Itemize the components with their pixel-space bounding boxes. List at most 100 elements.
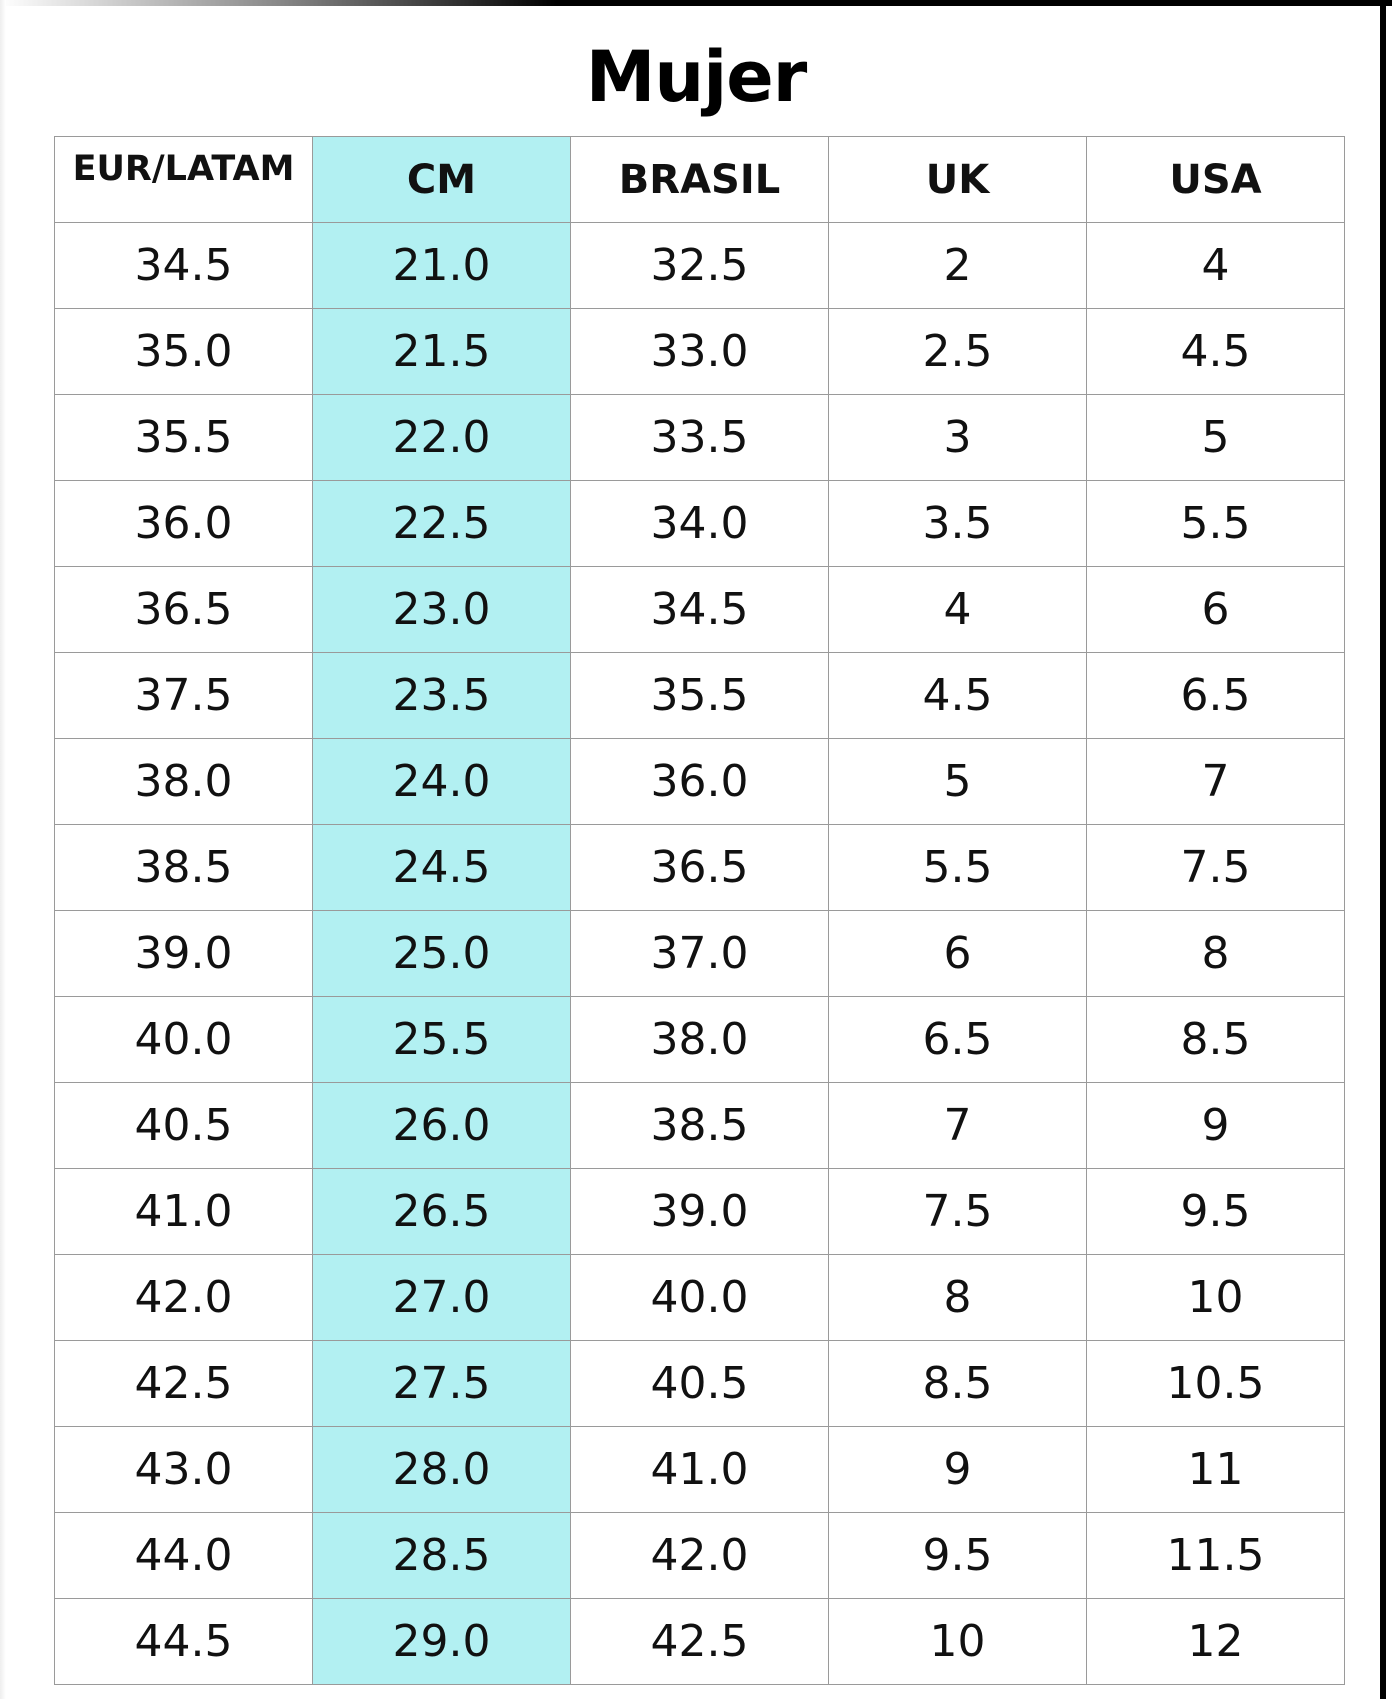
table-cell: 27.0	[312, 1254, 571, 1341]
table-cell: 42.0	[54, 1254, 313, 1341]
right-border	[1380, 0, 1386, 1699]
table-cell: 36.5	[570, 824, 829, 911]
table-row: 36.0 22.5 34.0 3.5 5.5	[54, 480, 1345, 567]
table-cell: 40.0	[570, 1254, 829, 1341]
table-cell: 38.0	[570, 996, 829, 1083]
header-row: EUR/LATAM CM BRASIL UK USA	[54, 136, 1345, 223]
table-cell: 27.5	[312, 1340, 571, 1427]
table-cell: 32.5	[570, 222, 829, 309]
table-cell: 40.5	[570, 1340, 829, 1427]
table-row: 41.0 26.5 39.0 7.5 9.5	[54, 1168, 1345, 1255]
table-cell: 6	[828, 910, 1087, 997]
table-cell: 22.5	[312, 480, 571, 567]
table-cell: 44.0	[54, 1512, 313, 1599]
table-cell: 5	[1086, 394, 1345, 481]
table-cell: 6	[1086, 566, 1345, 653]
column-header: BRASIL	[570, 136, 829, 223]
table-cell: 22.0	[312, 394, 571, 481]
table-cell: 10	[1086, 1254, 1345, 1341]
table-cell: 24.0	[312, 738, 571, 825]
table-cell: 3.5	[828, 480, 1087, 567]
table-cell: 8	[828, 1254, 1087, 1341]
table-row: 38.0 24.0 36.0 5 7	[54, 738, 1345, 825]
table-cell: 26.0	[312, 1082, 571, 1169]
table-row: 35.5 22.0 33.5 3 5	[54, 394, 1345, 481]
table-head: EUR/LATAM CM BRASIL UK USA	[54, 136, 1345, 223]
table-cell: 6.5	[1086, 652, 1345, 739]
table-cell: 35.5	[570, 652, 829, 739]
table-cell: 12	[1086, 1598, 1345, 1685]
table-cell: 11	[1086, 1426, 1345, 1513]
table-cell: 4	[1086, 222, 1345, 309]
table-row: 40.5 26.0 38.5 7 9	[54, 1082, 1345, 1169]
table-cell: 38.5	[54, 824, 313, 911]
table-row: 40.0 25.5 38.0 6.5 8.5	[54, 996, 1345, 1083]
table-cell: 39.0	[570, 1168, 829, 1255]
column-header: EUR/LATAM	[54, 136, 313, 223]
table-cell: 28.5	[312, 1512, 571, 1599]
table-cell: 29.0	[312, 1598, 571, 1685]
table-cell: 37.0	[570, 910, 829, 997]
table-cell: 23.0	[312, 566, 571, 653]
table-cell: 21.0	[312, 222, 571, 309]
table-cell: 34.0	[570, 480, 829, 567]
table-cell: 21.5	[312, 308, 571, 395]
table-cell: 38.0	[54, 738, 313, 825]
table-cell: 5.5	[1086, 480, 1345, 567]
table-cell: 34.5	[570, 566, 829, 653]
table-cell: 40.5	[54, 1082, 313, 1169]
table-cell: 33.0	[570, 308, 829, 395]
table-cell: 9.5	[828, 1512, 1087, 1599]
table-cell: 39.0	[54, 910, 313, 997]
table-row: 44.5 29.0 42.5 10 12	[54, 1598, 1345, 1685]
table-cell: 35.5	[54, 394, 313, 481]
table-cell: 3	[828, 394, 1087, 481]
table-cell: 44.5	[54, 1598, 313, 1685]
table-cell: 7.5	[828, 1168, 1087, 1255]
table-cell: 23.5	[312, 652, 571, 739]
table-cell: 4.5	[828, 652, 1087, 739]
table-cell: 7.5	[1086, 824, 1345, 911]
table-cell: 41.0	[570, 1426, 829, 1513]
table-cell: 38.5	[570, 1082, 829, 1169]
table-cell: 37.5	[54, 652, 313, 739]
table-cell: 8	[1086, 910, 1345, 997]
table-cell: 36.0	[54, 480, 313, 567]
column-header: CM	[312, 136, 571, 223]
table-cell: 42.0	[570, 1512, 829, 1599]
table-cell: 9.5	[1086, 1168, 1345, 1255]
table-row: 37.5 23.5 35.5 4.5 6.5	[54, 652, 1345, 739]
table-cell: 24.5	[312, 824, 571, 911]
table-cell: 34.5	[54, 222, 313, 309]
table-row: 39.0 25.0 37.0 6 8	[54, 910, 1345, 997]
title: Mujer	[585, 36, 807, 118]
table-row: 38.5 24.5 36.5 5.5 7.5	[54, 824, 1345, 911]
table-row: 34.5 21.0 32.5 2 4	[54, 222, 1345, 309]
table-row: 35.0 21.5 33.0 2.5 4.5	[54, 308, 1345, 395]
table-cell: 7	[828, 1082, 1087, 1169]
table-cell: 11.5	[1086, 1512, 1345, 1599]
table-cell: 26.5	[312, 1168, 571, 1255]
table-cell: 36.0	[570, 738, 829, 825]
table-cell: 33.5	[570, 394, 829, 481]
table-cell: 8.5	[828, 1340, 1087, 1427]
size-table: EUR/LATAM CM BRASIL UK USA 34.5 21.0 32.5 2 4 35.…	[54, 136, 1345, 1685]
table-cell: 42.5	[54, 1340, 313, 1427]
table-cell: 35.0	[54, 308, 313, 395]
table-cell: 10.5	[1086, 1340, 1345, 1427]
table-body: 34.5 21.0 32.5 2 4 35.0 21.5 33.0 2.5 4.5 35.5 22.0…	[54, 222, 1345, 1685]
table-cell: 5.5	[828, 824, 1087, 911]
table-cell: 8.5	[1086, 996, 1345, 1083]
table-cell: 4.5	[1086, 308, 1345, 395]
table-cell: 41.0	[54, 1168, 313, 1255]
table-row: 36.5 23.0 34.5 4 6	[54, 566, 1345, 653]
table-cell: 9	[1086, 1082, 1345, 1169]
table-row: 42.5 27.5 40.5 8.5 10.5	[54, 1340, 1345, 1427]
left-shade	[0, 0, 6, 1699]
column-header: UK	[828, 136, 1087, 223]
table-cell: 40.0	[54, 996, 313, 1083]
table-cell: 25.0	[312, 910, 571, 997]
table-cell: 42.5	[570, 1598, 829, 1685]
table-cell: 9	[828, 1426, 1087, 1513]
